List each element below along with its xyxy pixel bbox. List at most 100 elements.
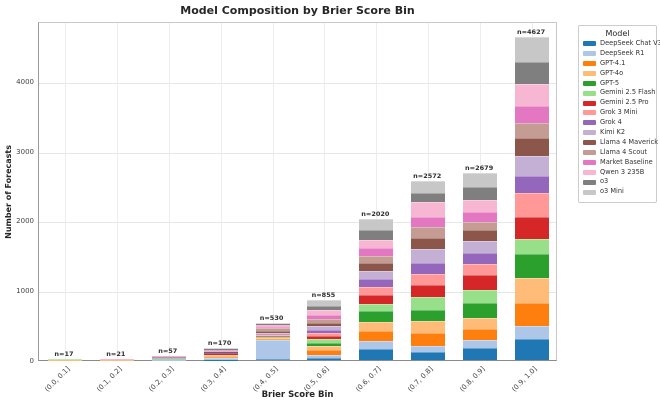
legend-swatch-icon	[583, 100, 596, 106]
legend: Model DeepSeek Chat V3 DeepSeek R1 GPT-4.1…	[578, 25, 660, 204]
bar-segment	[359, 295, 394, 304]
gridline-horizontal	[39, 152, 556, 154]
bar-segment	[463, 290, 498, 303]
legend-entry: o3 Mini	[583, 188, 652, 196]
bar-segment	[307, 345, 342, 350]
bar-segment	[255, 327, 290, 331]
bar-segment	[515, 62, 550, 85]
gridline-vertical	[64, 23, 66, 360]
legend-label: Grok 3 Mini	[600, 108, 638, 117]
bar-segment	[411, 309, 446, 322]
legend-entry: Market Baseline	[583, 157, 653, 167]
bar-segment	[515, 155, 550, 176]
legend-swatch-icon	[583, 61, 596, 67]
bar-segment	[359, 248, 394, 256]
bar-total-label: n=17	[54, 349, 74, 358]
gridline-horizontal	[39, 292, 556, 294]
legend-label: DeepSeek R1	[600, 48, 645, 57]
bar-segment	[359, 286, 394, 296]
gridline-horizontal	[39, 82, 556, 84]
bar-segment	[359, 322, 394, 332]
bar-total-label: n=855	[311, 291, 336, 300]
bar-segment	[307, 300, 342, 307]
legend-label: GPT-4o	[600, 68, 624, 77]
y-tick-label: 0	[29, 357, 34, 365]
bar-segment	[515, 192, 550, 218]
bar-total-label: n=530	[259, 314, 284, 323]
bar-segment	[359, 240, 394, 249]
legend-label: Kimi K2	[600, 128, 626, 137]
bar-segment	[255, 359, 290, 360]
legend-swatch-icon	[583, 120, 596, 126]
bar-segment	[359, 349, 394, 360]
bar-segment	[307, 319, 342, 324]
bar-segment	[411, 296, 446, 310]
bar-segment	[359, 311, 394, 323]
bar-total-label: n=4627	[516, 28, 546, 37]
bar-segment	[359, 331, 394, 342]
bar-segment	[411, 201, 446, 217]
bar-segment	[411, 249, 446, 263]
legend-entry: GPT-5	[583, 78, 652, 88]
legend-label: Gemini 2.5 Pro	[600, 98, 649, 107]
bar-segment	[359, 341, 394, 350]
bar-segment	[359, 271, 394, 280]
legend-label: Gemini 2.5 Flash	[600, 88, 656, 97]
legend-swatch-icon	[583, 189, 596, 195]
y-axis-label-wrap: Number of Forecasts	[4, 22, 13, 361]
bar-segment	[411, 332, 446, 347]
legend-entry: Kimi K2	[583, 129, 652, 137]
bar-segment	[255, 334, 290, 336]
legend-entry: Llama 4 Scout	[583, 148, 652, 157]
bar-total-label: n=170	[207, 339, 232, 348]
legend-label: GPT-5	[600, 78, 620, 87]
legend-label: Market Baseline	[600, 157, 653, 166]
legend-entry: Gemini 2.5 Pro	[583, 99, 652, 107]
legend-entry: Llama 4 Maverick	[583, 138, 658, 147]
bar-segment	[463, 211, 498, 222]
legend-entry: Grok 3 Mini	[583, 109, 652, 117]
y-tick-label: 2000	[16, 217, 34, 226]
bar-total-label: n=2020	[361, 210, 390, 219]
bar-segment	[463, 241, 498, 254]
y-tick-label: 4000	[16, 77, 34, 86]
bar-segment	[203, 353, 238, 354]
bar-segment	[255, 335, 290, 337]
gridline-vertical	[220, 23, 222, 360]
legend-entry: DeepSeek Chat V3	[583, 39, 660, 48]
bar-segment	[411, 227, 446, 239]
legend-swatch-icon	[583, 41, 596, 47]
legend-swatch-icon	[583, 110, 596, 116]
bar-segment	[359, 219, 394, 231]
bar-segment	[411, 216, 446, 228]
legend-swatch-icon	[583, 150, 596, 156]
bar-segment	[515, 253, 550, 279]
bar-segment	[203, 357, 238, 358]
gridline-vertical	[324, 23, 326, 360]
bar-segment	[515, 302, 550, 326]
gridline-vertical	[272, 23, 274, 360]
bar-segment	[411, 285, 446, 297]
bar-segment	[515, 84, 550, 107]
bar-segment	[359, 279, 394, 287]
bar-segment	[463, 318, 498, 329]
bar-segment	[255, 338, 290, 340]
legend-entry: o3	[583, 178, 652, 186]
bar-segment	[307, 358, 342, 360]
bar-segment	[359, 303, 394, 312]
legend-title: Model	[605, 29, 630, 38]
bar-segment	[307, 339, 342, 343]
legend-label: o3 Mini	[600, 187, 624, 196]
bar-segment	[203, 352, 238, 353]
bar-total-label: n=21	[106, 349, 126, 358]
bar-segment	[411, 273, 446, 286]
legend-entry: Qwen 3 235B	[583, 168, 652, 177]
bar-segment	[411, 262, 446, 274]
bar-total-label: n=2679	[465, 164, 494, 173]
bar-segment	[411, 238, 446, 250]
bar-segment	[255, 326, 290, 328]
bar-segment	[515, 175, 550, 193]
legend-label: Grok 4	[600, 118, 622, 127]
bar-segment	[255, 339, 290, 360]
chart-title: Model Composition by Brier Score Bin	[180, 4, 415, 17]
